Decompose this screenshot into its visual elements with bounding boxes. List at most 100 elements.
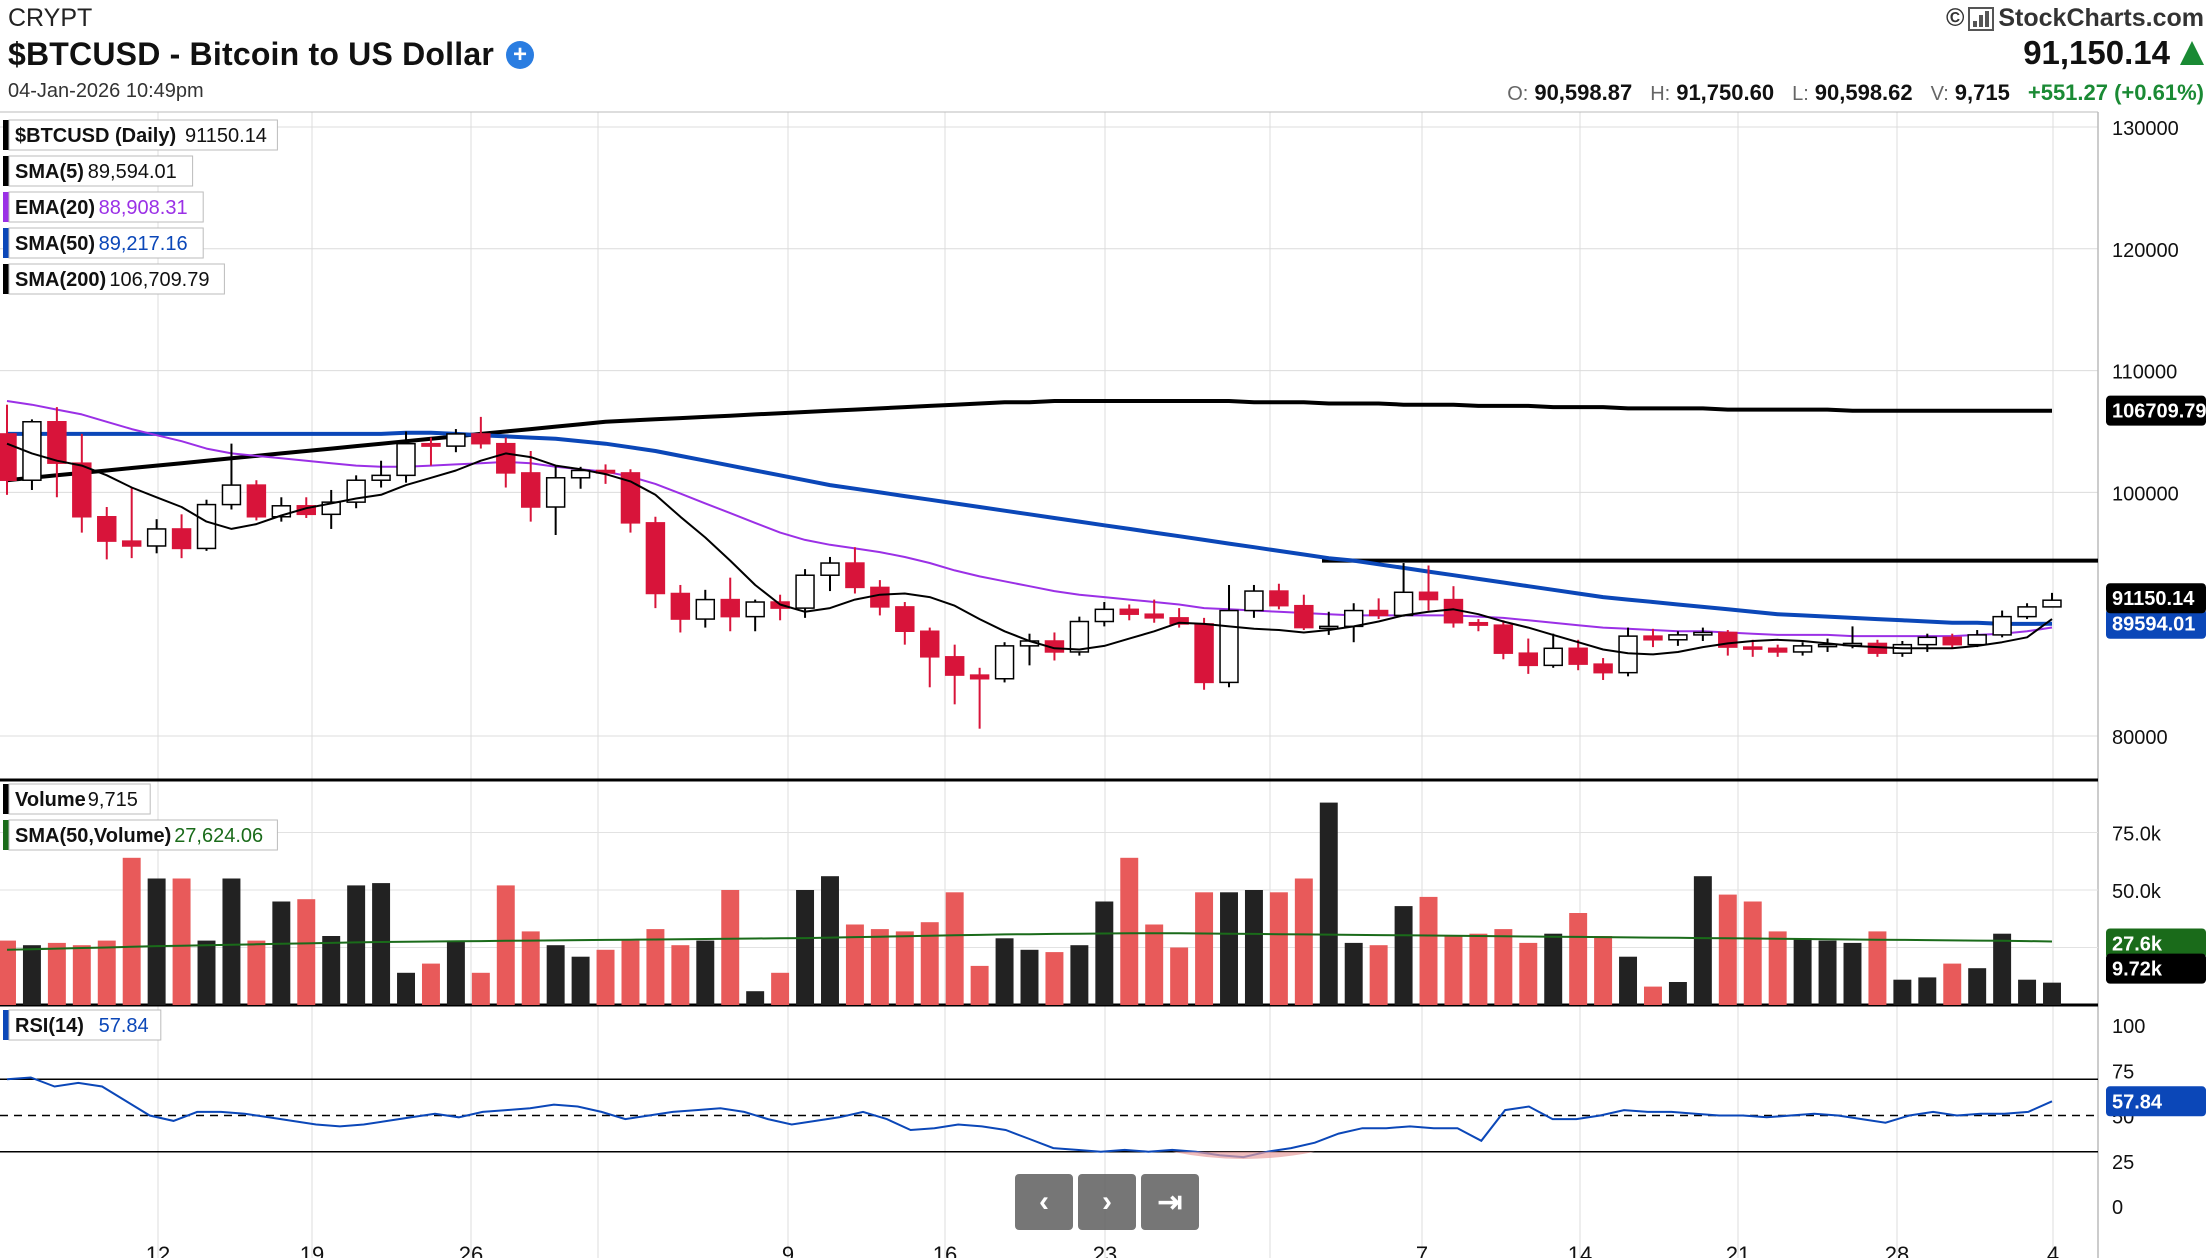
candle-body xyxy=(1294,604,1314,629)
volume-bar xyxy=(1444,936,1463,1005)
volume-bar xyxy=(1095,901,1114,1005)
up-arrow-icon xyxy=(2180,41,2204,65)
volume-bar xyxy=(1344,942,1363,1005)
volume-legend-label: Volume xyxy=(15,789,86,811)
candle-body xyxy=(1468,621,1489,626)
volume-bar xyxy=(995,938,1014,1005)
price-legend-label: EMA(20) xyxy=(15,197,95,219)
candle-body xyxy=(1817,643,1838,648)
price-legend-value: 88,908.31 xyxy=(99,197,188,219)
price-tick-label: 80000 xyxy=(2112,727,2168,749)
volume-bar xyxy=(1494,929,1513,1005)
change-value: +551.27 (+0.61%) xyxy=(2027,80,2204,105)
rsi-legend-box xyxy=(8,1009,162,1041)
volume-bar xyxy=(1743,901,1762,1005)
volume-bar xyxy=(1469,933,1488,1005)
chart-datetime: 04-Jan-2026 10:49pm xyxy=(8,80,204,102)
candle-body xyxy=(620,472,641,524)
candle-body xyxy=(196,503,217,550)
rsi-tick-label: 0 xyxy=(2112,1197,2123,1219)
scroll-back-button[interactable]: ‹ xyxy=(1015,1174,1073,1230)
volume-bar xyxy=(2018,979,2037,1005)
volume-bar xyxy=(1294,878,1313,1005)
candle-body xyxy=(545,477,566,508)
volume-bar xyxy=(1768,931,1787,1005)
price-legend-box xyxy=(8,191,204,223)
brand[interactable]: © StockCharts.com xyxy=(1946,4,2204,33)
rsi-oversold-fill xyxy=(1172,1151,1315,1159)
price-legend-value: 106,709.79 xyxy=(109,269,209,291)
candle-body xyxy=(720,598,740,618)
candle-body xyxy=(446,433,466,447)
volume-bar xyxy=(247,940,266,1005)
price-legend-label: $BTCUSD (Daily) xyxy=(15,125,176,147)
candle-body xyxy=(1543,647,1563,667)
candle-body xyxy=(695,598,716,620)
candle-body xyxy=(2042,599,2062,608)
last-price-axis-tag-bg xyxy=(2106,583,2206,614)
high-label: H: xyxy=(1650,83,1671,105)
candle-body xyxy=(2017,606,2037,618)
candle-body xyxy=(496,442,516,474)
volume-bar xyxy=(471,972,490,1005)
high-value: 91,750.60 xyxy=(1676,80,1775,105)
candle-body xyxy=(471,433,491,445)
candle-body xyxy=(570,469,591,479)
volume-bar xyxy=(1319,802,1338,1005)
low-label: L: xyxy=(1792,83,1809,105)
volume-bar xyxy=(1793,938,1812,1005)
candle-body xyxy=(1319,625,1339,630)
volume-bar xyxy=(347,885,366,1005)
volume-bar xyxy=(521,931,540,1005)
candle-body xyxy=(670,592,691,620)
last-price-row: 91,150.14 xyxy=(2023,34,2204,72)
volume-tick-label: 75.0k xyxy=(2112,824,2162,846)
sma200-axis-tag-bg xyxy=(2106,395,2206,426)
volume-bar xyxy=(746,991,765,1005)
candle-body xyxy=(246,484,267,518)
volume-sma-axis-tag: 27.6k xyxy=(2112,933,2163,955)
volume-bar xyxy=(1968,968,1987,1005)
candle-body xyxy=(396,442,416,477)
volume-bar xyxy=(322,936,341,1005)
x-tick-label: 4 xyxy=(2047,1242,2059,1258)
volume-bar xyxy=(945,892,964,1005)
x-tick-label: 28 xyxy=(1885,1242,1909,1258)
scroll-forward-button[interactable]: › xyxy=(1078,1174,1136,1230)
volume-bar xyxy=(1244,890,1263,1005)
sma5-axis-tag: 89594.01 xyxy=(2112,614,2195,636)
volume-bar xyxy=(1170,947,1189,1005)
volume-bar xyxy=(1145,924,1164,1005)
volume-bar xyxy=(0,940,16,1005)
volume-bar xyxy=(222,878,241,1005)
rsi-tick-label: 25 xyxy=(2112,1152,2134,1174)
volume-legend-swatch xyxy=(3,784,9,814)
x-tick-label: 23 xyxy=(1093,1242,1117,1258)
candle-body xyxy=(1119,608,1139,615)
candle-body xyxy=(1418,591,1439,601)
price-legend-swatch xyxy=(3,228,9,258)
candle-body xyxy=(795,574,815,609)
volume-bar xyxy=(1868,931,1887,1005)
price-tick-label: 130000 xyxy=(2112,118,2179,140)
volume-bar xyxy=(147,878,166,1005)
price-legend-box xyxy=(8,155,194,187)
price-tick-label: 110000 xyxy=(2112,362,2177,384)
volume-bar xyxy=(796,890,815,1005)
volume-bar xyxy=(721,890,740,1005)
x-tick-label: 14 xyxy=(1568,1242,1592,1258)
volume-bar xyxy=(1419,896,1438,1005)
add-symbol-button[interactable]: + xyxy=(506,40,535,69)
candle-body xyxy=(870,586,890,608)
candle-body xyxy=(1194,623,1214,684)
candle-body xyxy=(1767,647,1788,653)
volume-legend-value: 9,715 xyxy=(88,789,138,811)
volume-bar xyxy=(1993,933,2012,1005)
candle-body xyxy=(1668,634,1688,641)
candle-body xyxy=(1792,645,1813,653)
price-tick-label: 100000 xyxy=(2112,483,2179,505)
volume-bar xyxy=(1893,979,1912,1005)
volume-label: V: xyxy=(1930,83,1949,105)
scroll-to-end-button[interactable]: ⇥ xyxy=(1141,1174,1199,1230)
